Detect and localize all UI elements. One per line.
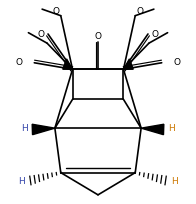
Polygon shape xyxy=(123,59,133,69)
Text: O: O xyxy=(52,7,59,16)
Text: O: O xyxy=(137,7,144,16)
Text: H: H xyxy=(172,177,178,186)
Text: O: O xyxy=(151,30,158,39)
Polygon shape xyxy=(141,124,164,135)
Text: H: H xyxy=(169,124,175,133)
Polygon shape xyxy=(32,124,55,135)
Text: O: O xyxy=(174,58,181,67)
Text: O: O xyxy=(38,30,45,39)
Text: O: O xyxy=(15,58,22,67)
Polygon shape xyxy=(63,59,73,69)
Text: H: H xyxy=(21,124,27,133)
Text: O: O xyxy=(94,32,102,41)
Text: H: H xyxy=(18,177,24,186)
